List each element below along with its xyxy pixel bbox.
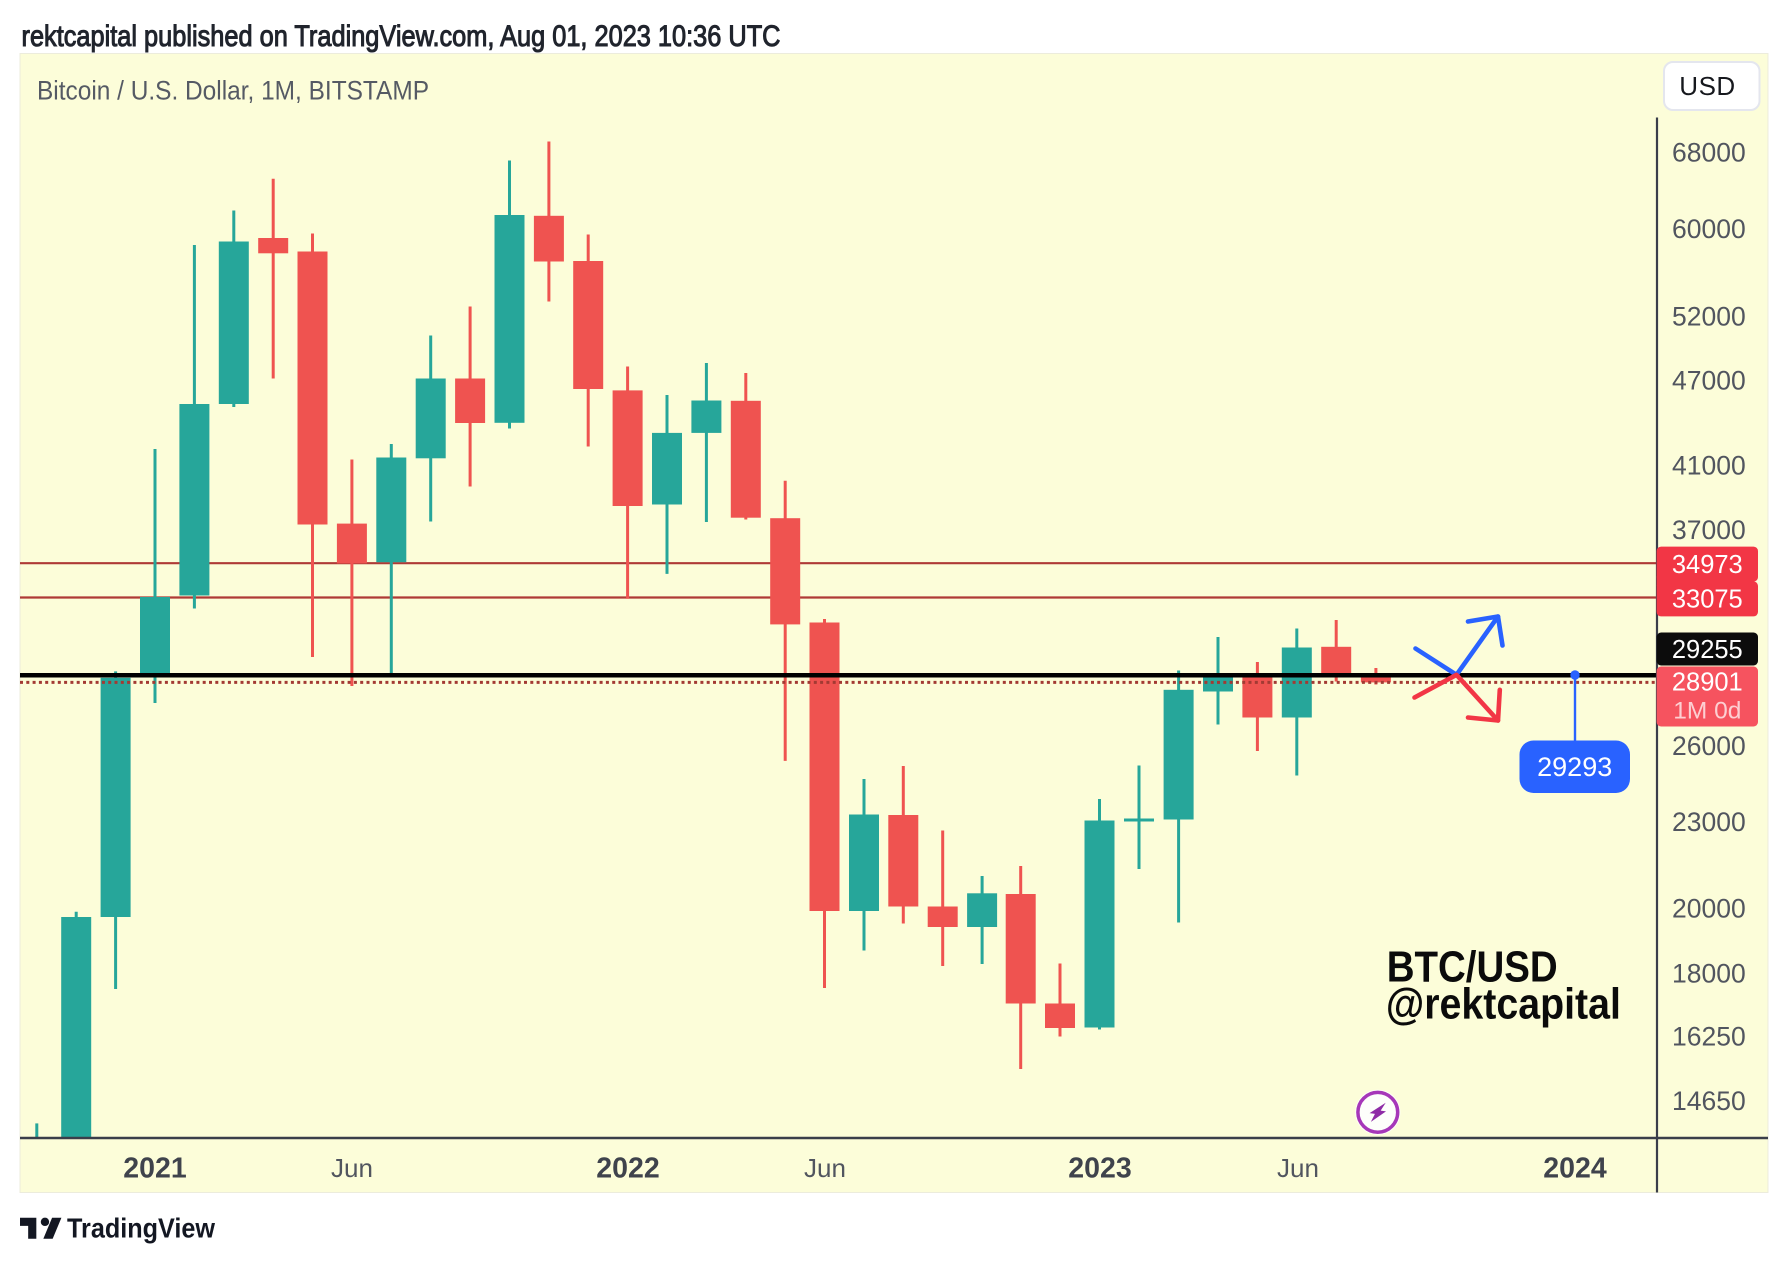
svg-text:26000: 26000 xyxy=(1672,731,1746,761)
svg-text:34973: 34973 xyxy=(1672,551,1743,579)
svg-text:28901: 28901 xyxy=(1672,669,1743,697)
svg-text:29255: 29255 xyxy=(1672,636,1743,664)
svg-text:47000: 47000 xyxy=(1672,366,1746,396)
svg-text:@rektcapital: @rektcapital xyxy=(1386,980,1621,1029)
svg-text:1M 0d: 1M 0d xyxy=(1673,698,1741,725)
svg-text:20000: 20000 xyxy=(1672,894,1746,924)
svg-text:33075: 33075 xyxy=(1672,586,1743,614)
svg-text:52000: 52000 xyxy=(1672,302,1746,332)
svg-text:68000: 68000 xyxy=(1672,138,1746,168)
svg-text:18000: 18000 xyxy=(1672,959,1746,989)
svg-text:Jun: Jun xyxy=(804,1153,846,1183)
svg-text:14650: 14650 xyxy=(1672,1086,1746,1116)
svg-text:2023: 2023 xyxy=(1068,1153,1131,1185)
svg-text:Jun: Jun xyxy=(1277,1153,1319,1183)
svg-text:16250: 16250 xyxy=(1672,1022,1746,1052)
svg-text:2022: 2022 xyxy=(596,1153,659,1185)
svg-text:Jun: Jun xyxy=(331,1153,373,1183)
svg-text:USD: USD xyxy=(1679,71,1735,101)
svg-text:37000: 37000 xyxy=(1672,515,1746,545)
svg-text:41000: 41000 xyxy=(1672,451,1746,481)
svg-text:2021: 2021 xyxy=(123,1153,187,1185)
svg-text:60000: 60000 xyxy=(1672,214,1746,244)
svg-text:BTC/USD: BTC/USD xyxy=(1387,942,1558,991)
svg-text:TradingView: TradingView xyxy=(67,1213,216,1244)
svg-text:23000: 23000 xyxy=(1672,807,1746,837)
svg-text:rektcapital published on Tradi: rektcapital published on TradingView.com… xyxy=(22,20,781,53)
svg-text:2024: 2024 xyxy=(1543,1153,1607,1185)
svg-text:Bitcoin / U.S. Dollar, 1M, BIT: Bitcoin / U.S. Dollar, 1M, BITSTAMP xyxy=(37,76,429,106)
svg-text:29293: 29293 xyxy=(1537,752,1612,782)
